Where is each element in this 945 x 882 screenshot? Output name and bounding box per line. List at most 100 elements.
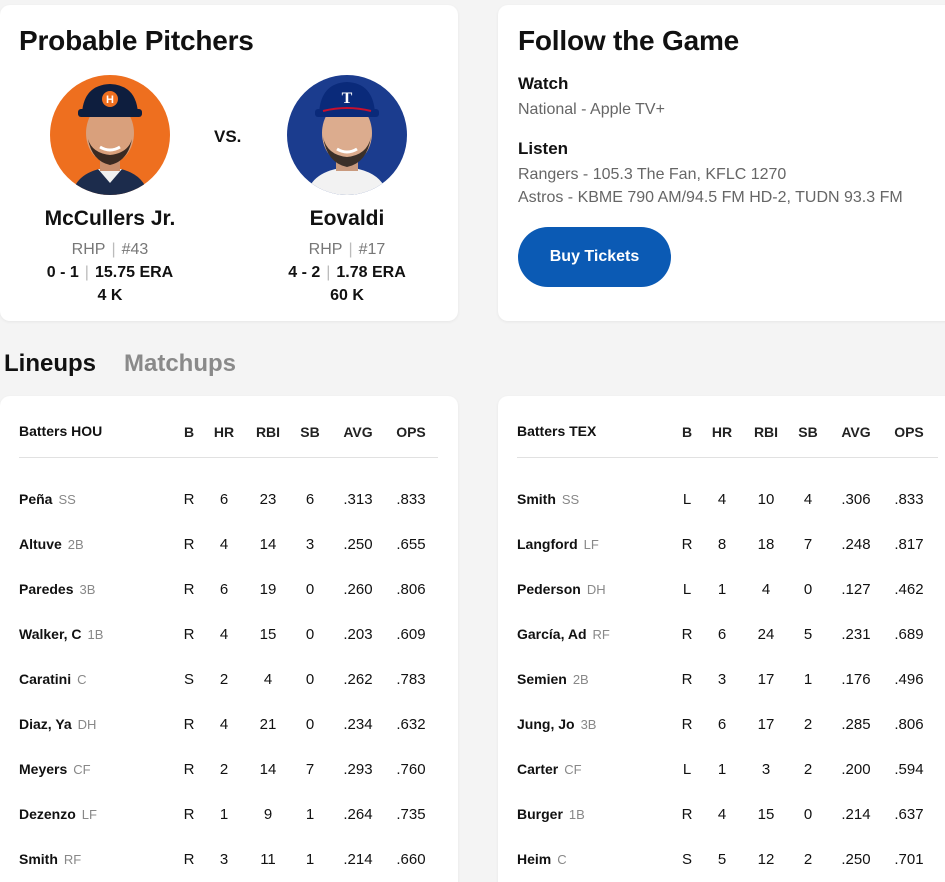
batter-name[interactable]: Smith RF (19, 851, 81, 867)
stat-rbi: 14 (259, 761, 277, 778)
stat-rbi: 15 (757, 806, 775, 823)
table-row: Peña SS R 6 23 6 .313 .833 (19, 485, 438, 515)
batter-name-text[interactable]: Pederson (517, 581, 581, 597)
batter-name-text[interactable]: Langford (517, 536, 578, 552)
home-pitcher-avatar[interactable]: H (50, 75, 170, 195)
stat-b: R (183, 536, 195, 553)
home-cap-logo: H (106, 94, 114, 106)
column-header-rbi[interactable]: RBI (753, 424, 779, 440)
away-pitcher-name[interactable]: Eovaldi (309, 207, 385, 230)
batter-name-text[interactable]: Meyers (19, 761, 68, 777)
column-header-hr[interactable]: HR (213, 424, 235, 440)
batter-name-text[interactable]: García, Ad (517, 626, 587, 642)
stat-ops: .833 (396, 491, 426, 508)
batter-name[interactable]: Altuve 2B (19, 536, 84, 552)
column-header-hr[interactable]: HR (711, 424, 733, 440)
batter-position: CF (73, 762, 91, 777)
separator: | (84, 264, 89, 281)
batter-name[interactable]: Jung, Jo 3B (517, 716, 596, 732)
batter-name-text[interactable]: Semien (517, 671, 567, 687)
column-header-avg[interactable]: AVG (343, 424, 373, 440)
batter-name[interactable]: Meyers CF (19, 761, 91, 777)
batter-position: DH (77, 717, 97, 732)
table-row: Diaz, Ya DH R 4 21 0 .234 .632 (19, 710, 438, 740)
batter-name[interactable]: Carter CF (517, 761, 582, 777)
column-header-ops[interactable]: OPS (396, 424, 426, 440)
table-row: Langford LF R 8 18 7 .248 .817 (517, 530, 938, 560)
listen-label: Listen (518, 139, 569, 158)
batter-name-text[interactable]: Burger (517, 806, 563, 822)
stat-b: R (681, 626, 693, 643)
buy-tickets-button[interactable]: Buy Tickets (518, 227, 671, 287)
batter-name[interactable]: Paredes 3B (19, 581, 95, 597)
stat-ops: .817 (894, 536, 924, 553)
stat-ops: .496 (894, 671, 924, 688)
table-row: Smith RF R 3 11 1.214.660 (19, 845, 438, 875)
stat-rbi: 23 (259, 491, 277, 508)
batter-name[interactable]: Dezenzo LF (19, 806, 97, 822)
column-header-b[interactable]: B (183, 424, 195, 440)
home-pitcher-name[interactable]: McCullers Jr. (44, 207, 176, 230)
batter-name-text[interactable]: Paredes (19, 581, 74, 597)
batter-name[interactable]: Smith SS (517, 491, 579, 507)
column-header-sb[interactable]: SB (798, 424, 818, 440)
batter-name-text[interactable]: Altuve (19, 536, 62, 552)
column-header-b[interactable]: B (681, 424, 693, 440)
batter-name[interactable]: Peña SS (19, 491, 76, 507)
batter-name-text[interactable]: Caratini (19, 671, 72, 687)
batter-position: LF (583, 537, 599, 552)
column-header-rbi[interactable]: RBI (255, 424, 281, 440)
table-header: Batters TEX B HR RBI SB AVG OPS (517, 396, 938, 458)
tab-matchups[interactable]: Matchups (124, 350, 237, 377)
stat-sb: 0 (803, 581, 813, 598)
stat-sb: 6 (305, 491, 315, 508)
column-header-sb[interactable]: SB (300, 424, 320, 440)
batter-name[interactable]: Burger 1B (517, 806, 585, 822)
batter-name[interactable]: Diaz, Ya DH (19, 716, 96, 732)
stat-b: R (183, 716, 195, 733)
batter-position: 2B (572, 672, 589, 687)
batter-name[interactable]: Langford LF (517, 536, 599, 552)
away-pitcher-avatar[interactable]: T (287, 75, 407, 195)
batter-name[interactable]: Caratini C (19, 671, 87, 687)
batter-name[interactable]: Semien 2B (517, 671, 589, 687)
tab-lineups[interactable]: Lineups (4, 350, 97, 377)
stat-hr: 2 (219, 671, 229, 688)
table-row: Carter CF L 1 3 2 .200 .594 (517, 755, 938, 785)
table-row: Semien 2B R 3 17 1 .176 .496 (517, 665, 938, 695)
home-lineup-table: Batters HOU B HR RBI SB AVG OPS Peña SS R 6 23 6.313… (0, 396, 458, 882)
batter-name-text[interactable]: Jung, Jo (517, 716, 575, 732)
stat-hr: 6 (219, 491, 229, 508)
stat-sb: 0 (305, 716, 315, 733)
stat-avg: .127 (841, 581, 871, 598)
stat-avg: .248 (841, 536, 871, 553)
column-header-avg[interactable]: AVG (841, 424, 871, 440)
batter-name-text[interactable]: Smith (19, 851, 58, 867)
stat-sb: 1 (305, 806, 315, 823)
stat-rbi: 18 (757, 536, 775, 553)
batter-position: CF (564, 762, 582, 777)
stat-rbi: 19 (259, 581, 277, 598)
batter-name-text[interactable]: Diaz, Ya (19, 716, 72, 732)
batter-name-text[interactable]: Walker, C (19, 626, 82, 642)
stat-b: R (183, 491, 195, 508)
batter-name-text[interactable]: Dezenzo (19, 806, 76, 822)
away-pitcher-info: RHP | #17 (237, 241, 457, 259)
stat-hr: 6 (219, 581, 229, 598)
batter-name-text[interactable]: Peña (19, 491, 53, 507)
batter-name[interactable]: García, Ad RF (517, 626, 610, 642)
stat-ops: .783 (396, 671, 426, 688)
stat-b: R (183, 581, 195, 598)
stat-ops: .637 (894, 806, 924, 823)
stat-rbi: 11 (260, 851, 276, 868)
column-header-ops[interactable]: OPS (894, 424, 924, 440)
table-row: Meyers CF R 2 14 7 .293 .760 (19, 755, 438, 785)
batter-name-text[interactable]: Heim (517, 851, 552, 867)
stat-rbi: 4 (761, 581, 771, 598)
batter-name[interactable]: Walker, C 1B (19, 626, 103, 642)
batter-name[interactable]: Heim C (517, 851, 567, 867)
batter-name-text[interactable]: Carter (517, 761, 559, 777)
probable-pitchers-title: Probable Pitchers (19, 25, 254, 56)
batter-name-text[interactable]: Smith (517, 491, 556, 507)
batter-name[interactable]: Pederson DH (517, 581, 606, 597)
